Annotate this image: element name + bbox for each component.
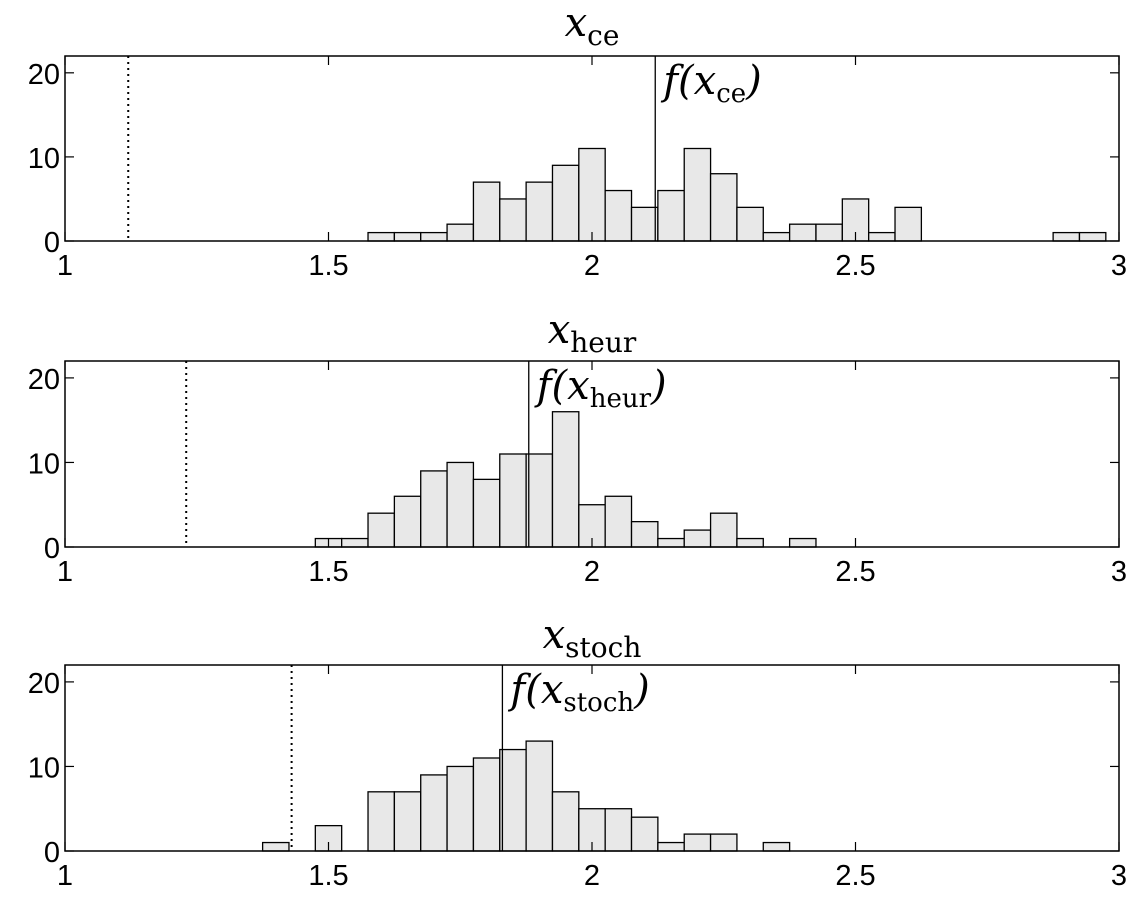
histogram-bar bbox=[630, 206, 659, 242]
y-tick-label: 20 bbox=[28, 668, 60, 700]
subplot-title: xstoch bbox=[543, 612, 642, 664]
histogram-bar bbox=[551, 791, 580, 852]
x-tick-label: 1 bbox=[57, 556, 73, 588]
histogram-bar bbox=[393, 495, 422, 548]
histogram-bar bbox=[578, 147, 606, 242]
y-tick-label: 0 bbox=[44, 837, 60, 869]
subplot-ce: 1 1.5 2 2.5 3 0 10 20 xce f(xce) bbox=[28, 0, 1127, 282]
histogram-bar bbox=[762, 841, 791, 852]
histogram-bar bbox=[446, 461, 475, 548]
histogram-bar bbox=[499, 748, 527, 852]
x-tick-label: 1 bbox=[57, 860, 73, 892]
histogram-bar bbox=[1052, 231, 1081, 242]
x-tick-label: 3 bbox=[1111, 556, 1127, 588]
x-tick-label: 1 bbox=[57, 250, 73, 282]
x-tick-label: 2 bbox=[584, 250, 600, 282]
histogram-bar bbox=[1078, 231, 1107, 242]
histogram-bar bbox=[420, 231, 448, 242]
histogram-bar bbox=[736, 206, 764, 242]
histogram-bar bbox=[472, 757, 501, 852]
histogram-bar bbox=[446, 223, 475, 242]
histogram-bar bbox=[788, 223, 817, 242]
objective-annotation: f(xce) bbox=[660, 58, 762, 109]
histogram-bar bbox=[709, 173, 738, 242]
y-tick-label: 0 bbox=[44, 533, 60, 565]
histogram-bar bbox=[446, 765, 475, 852]
histogram-bar bbox=[657, 189, 685, 242]
x-tick-label: 2 bbox=[584, 860, 600, 892]
x-tick-label: 1.5 bbox=[308, 556, 348, 588]
histogram-bar bbox=[525, 740, 554, 852]
histogram-bar bbox=[551, 411, 580, 548]
histogram-bar bbox=[657, 537, 685, 548]
histogram-bar bbox=[525, 453, 554, 548]
x-tick-label: 2 bbox=[584, 556, 600, 588]
histogram-bar bbox=[420, 470, 448, 548]
histogram-bar bbox=[261, 841, 290, 852]
y-tick-label: 20 bbox=[28, 59, 60, 91]
histogram-bar bbox=[630, 520, 659, 548]
histogram-bar bbox=[709, 833, 738, 852]
histogram-bar bbox=[709, 512, 738, 548]
histogram-bar bbox=[341, 537, 369, 548]
histogram-bar bbox=[604, 495, 633, 548]
subplot-title: xheur bbox=[548, 307, 637, 359]
histogram-bar bbox=[683, 833, 712, 852]
histogram-bar bbox=[367, 512, 396, 548]
histogram-bar bbox=[630, 816, 659, 852]
histogram-bar bbox=[393, 231, 422, 242]
histogram-bar bbox=[472, 478, 501, 548]
y-tick-label: 0 bbox=[44, 227, 60, 259]
x-tick-label: 2.5 bbox=[835, 860, 875, 892]
histogram-bar bbox=[472, 181, 501, 242]
x-tick-label: 2.5 bbox=[835, 250, 875, 282]
x-tick-label: 2.5 bbox=[835, 556, 875, 588]
y-tick-label: 10 bbox=[28, 143, 60, 175]
objective-annotation: f(xstoch) bbox=[507, 667, 649, 718]
subplot-title: xce bbox=[565, 0, 620, 52]
histogram-bar bbox=[657, 841, 685, 852]
histogram-bar bbox=[762, 231, 791, 242]
y-tick-label: 20 bbox=[28, 364, 60, 396]
histogram-bar bbox=[393, 791, 422, 852]
histogram-bar bbox=[525, 181, 554, 242]
x-tick-label: 3 bbox=[1111, 860, 1127, 892]
x-tick-label: 1.5 bbox=[308, 250, 348, 282]
histogram-bar bbox=[736, 537, 764, 548]
histogram-bar bbox=[788, 537, 817, 548]
histogram-bar bbox=[894, 206, 923, 242]
histogram-bar bbox=[499, 453, 527, 548]
histogram-bar bbox=[604, 189, 633, 242]
x-tick-label: 3 bbox=[1111, 250, 1127, 282]
histogram-bar bbox=[551, 164, 580, 242]
histogram-bar bbox=[683, 529, 712, 548]
objective-annotation: f(xheur) bbox=[534, 363, 667, 414]
histogram-bar bbox=[367, 791, 396, 852]
histogram-bar bbox=[815, 223, 843, 242]
histogram-bar bbox=[499, 198, 527, 242]
histogram-bar bbox=[420, 774, 448, 852]
histogram-bar bbox=[868, 231, 896, 242]
y-tick-label: 10 bbox=[28, 752, 60, 784]
y-tick-label: 10 bbox=[28, 448, 60, 480]
histogram-bar bbox=[367, 231, 396, 242]
histogram-bar bbox=[604, 808, 633, 852]
x-tick-label: 1.5 bbox=[308, 860, 348, 892]
histogram-bar bbox=[683, 147, 712, 242]
